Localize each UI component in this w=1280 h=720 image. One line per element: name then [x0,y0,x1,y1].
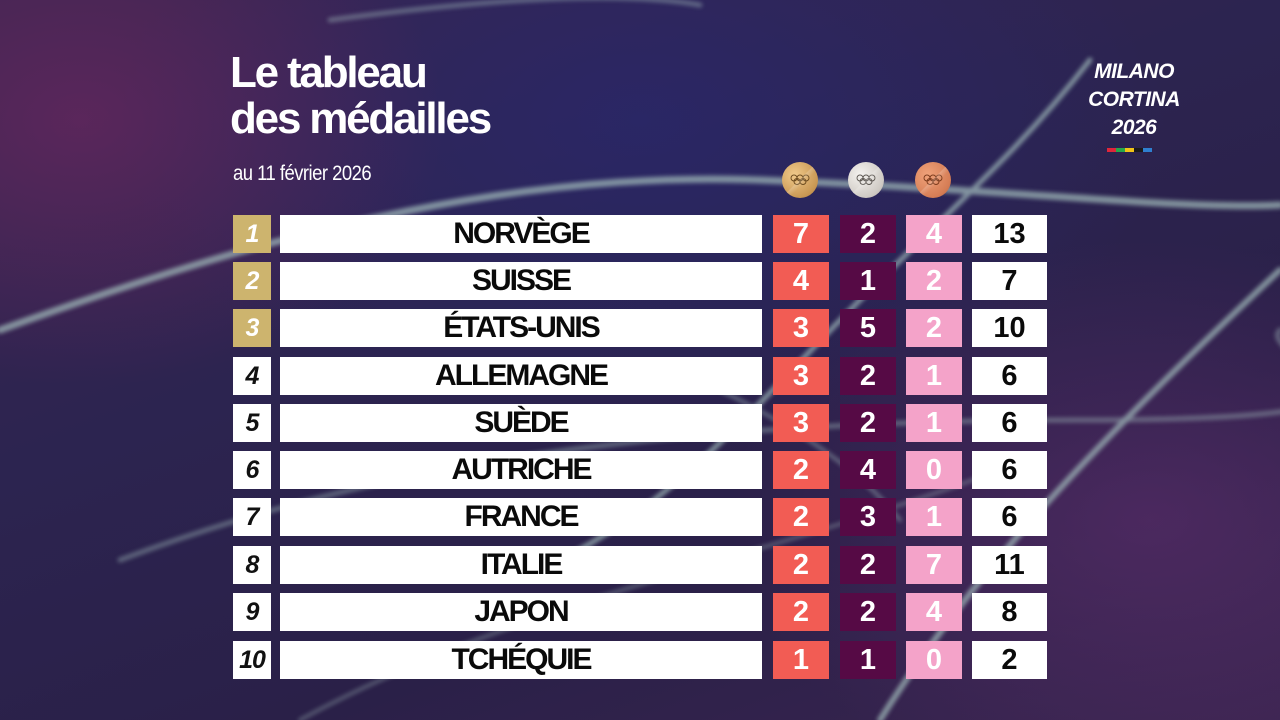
total-count: 7 [972,262,1047,300]
silver-count: 2 [840,593,896,631]
table-row: 6 AUTRICHE 2 4 0 6 [0,451,1280,489]
table-row: 9 JAPON 2 2 4 8 [0,593,1280,631]
country-cell: ÉTATS-UNIS [280,309,762,347]
bronze-count: 0 [906,451,962,489]
color-band-yellow [1125,148,1134,152]
gold-medal-icon [782,162,818,198]
rank-cell: 6 [233,451,271,489]
bronze-count: 2 [906,309,962,347]
rank-cell: 5 [233,404,271,442]
total-count: 10 [972,309,1047,347]
country-cell: NORVÈGE [280,215,762,253]
gold-count: 7 [773,215,829,253]
rank-cell: 10 [233,641,271,679]
country-cell: JAPON [280,593,762,631]
silver-count: 3 [840,498,896,536]
bronze-medal-icon [915,162,951,198]
title-line-2: des médailles [230,94,492,143]
country-cell: SUISSE [280,262,762,300]
silver-count: 2 [840,215,896,253]
country-cell: TCHÉQUIE [280,641,762,679]
bronze-count: 1 [906,498,962,536]
gold-count: 1 [773,641,829,679]
rank-cell: 3 [233,309,271,347]
gold-count: 3 [773,404,829,442]
silver-count: 1 [840,262,896,300]
rank-cell: 8 [233,546,271,584]
total-count: 6 [972,404,1047,442]
olympic-color-band [1107,148,1152,152]
olympic-rings-icon [856,174,876,185]
total-count: 8 [972,593,1047,631]
date-subtitle: au 11 février 2026 [233,162,372,185]
country-cell: AUTRICHE [280,451,762,489]
total-count: 2 [972,641,1047,679]
logo-line-2: CORTINA [1088,88,1180,111]
color-band-blue [1143,148,1152,152]
bronze-count: 1 [906,357,962,395]
color-band-green [1116,148,1125,152]
gold-count: 4 [773,262,829,300]
silver-count: 2 [840,357,896,395]
bronze-count: 2 [906,262,962,300]
table-row: 5 SUÈDE 3 2 1 6 [0,404,1280,442]
rank-cell: 1 [233,215,271,253]
table-row: 8 ITALIE 2 2 7 11 [0,546,1280,584]
gold-count: 2 [773,593,829,631]
silver-medal-icon [848,162,884,198]
country-cell: ITALIE [280,546,762,584]
rank-cell: 9 [233,593,271,631]
color-band-red [1107,148,1116,152]
country-cell: SUÈDE [280,404,762,442]
logo-line-1: MILANO [1094,60,1174,83]
table-row: 7 FRANCE 2 3 1 6 [0,498,1280,536]
rank-cell: 4 [233,357,271,395]
silver-count: 2 [840,546,896,584]
gold-count: 3 [773,357,829,395]
rank-cell: 7 [233,498,271,536]
gold-count: 2 [773,451,829,489]
silver-count: 2 [840,404,896,442]
page-title: Le tableau des médailles [230,48,492,143]
title-line-1: Le tableau [230,48,428,97]
color-band-black [1134,148,1143,152]
rank-cell: 2 [233,262,271,300]
milano-cortina-logo: MILANO CORTINA 2026 [1072,58,1196,142]
table-row: 2 SUISSE 4 1 2 7 [0,262,1280,300]
total-count: 11 [972,546,1047,584]
table-row: 4 ALLEMAGNE 3 2 1 6 [0,357,1280,395]
bronze-count: 1 [906,404,962,442]
bronze-count: 0 [906,641,962,679]
total-count: 6 [972,498,1047,536]
total-count: 6 [972,451,1047,489]
total-count: 13 [972,215,1047,253]
table-row: 1 NORVÈGE 7 2 4 13 [0,215,1280,253]
olympic-rings-icon [790,174,810,185]
gold-count: 2 [773,546,829,584]
table-row: 3 ÉTATS-UNIS 3 5 2 10 [0,309,1280,347]
logo-line-3: 2026 [1111,116,1157,139]
country-cell: FRANCE [280,498,762,536]
silver-count: 5 [840,309,896,347]
gold-count: 2 [773,498,829,536]
silver-count: 4 [840,451,896,489]
gold-count: 3 [773,309,829,347]
silver-count: 1 [840,641,896,679]
country-cell: ALLEMAGNE [280,357,762,395]
bronze-count: 7 [906,546,962,584]
bronze-count: 4 [906,593,962,631]
bronze-count: 4 [906,215,962,253]
olympic-rings-icon [923,174,943,185]
total-count: 6 [972,357,1047,395]
table-row: 10 TCHÉQUIE 1 1 0 2 [0,641,1280,679]
